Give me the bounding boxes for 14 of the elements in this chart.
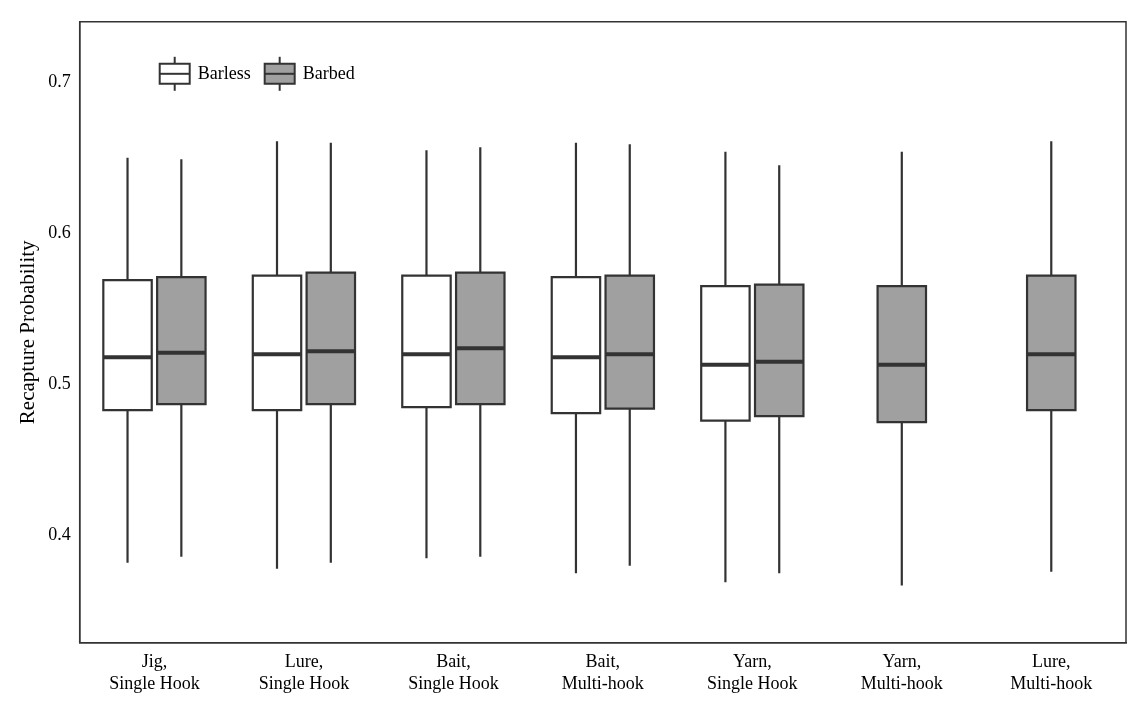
x-tick-label: Lure, Multi-hook bbox=[1010, 651, 1093, 693]
legend-label: Barbed bbox=[302, 62, 355, 83]
x-tick-label: Lure, Single Hook bbox=[258, 651, 350, 693]
y-tick-label: 0.6 bbox=[48, 222, 71, 243]
x-tick-label: Yarn, Single Hook bbox=[707, 651, 798, 693]
y-axis-title: Recapture Probability bbox=[15, 239, 40, 425]
x-tick-label: Bait, Single Hook bbox=[408, 651, 499, 693]
y-tick-label: 0.5 bbox=[48, 373, 71, 394]
legend-label: Barless bbox=[197, 62, 251, 83]
x-tick-label: Bait, Multi-hook bbox=[561, 651, 644, 693]
x-tick-label: Jig, Single Hook bbox=[109, 651, 200, 693]
y-tick-label: 0.7 bbox=[48, 70, 71, 91]
y-tick-label: 0.4 bbox=[48, 524, 71, 545]
x-tick-label: Yarn, Multi-hook bbox=[860, 651, 943, 693]
